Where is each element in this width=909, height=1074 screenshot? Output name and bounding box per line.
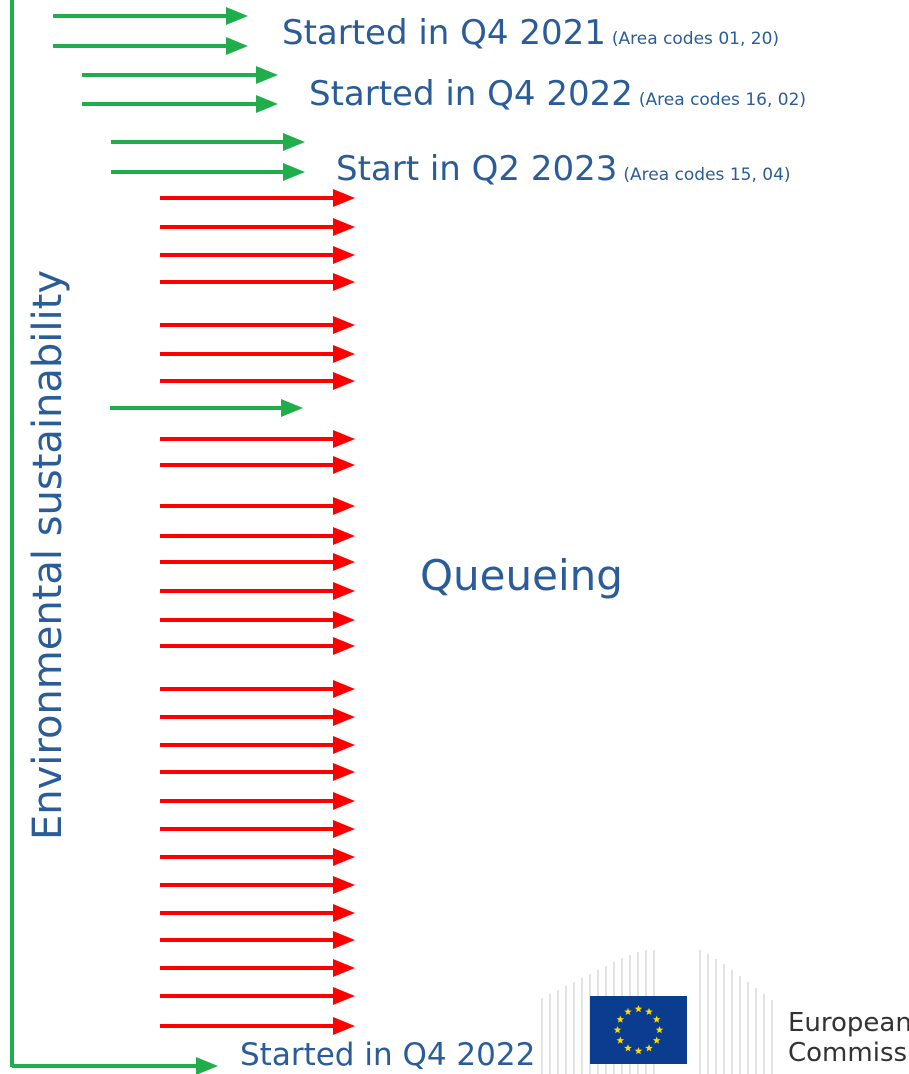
eu-star-icon [645,1007,653,1016]
red-arrow [160,848,355,866]
label-q4-2022: Started in Q4 2022 (Area codes 16, 02) [309,77,806,111]
label-q2-2023-main: Start in Q2 2023 [336,149,618,189]
red-arrow [160,987,355,1005]
european-commission-logo: European Commission [540,950,909,1074]
red-arrow [160,189,355,207]
eu-star-icon [652,1036,661,1044]
green-arrow [82,95,278,113]
eu-star-icon [652,1015,661,1023]
eu-star-icon [613,1026,622,1034]
red-arrow [160,246,355,264]
red-arrow [160,904,355,922]
bottom-started-label: Started in Q4 2022 [240,1037,536,1073]
red-arrow [160,736,355,754]
queueing-label: Queueing [420,551,623,600]
eu-star-icon [624,1007,632,1016]
label-q4-2022-main: Started in Q4 2022 [309,74,633,114]
red-arrow [160,316,355,334]
commission-building-icon [541,950,773,1074]
red-arrow [160,611,355,629]
red-arrow [160,527,355,545]
red-arrow [160,1017,355,1035]
red-arrow [160,430,355,448]
environmental-sustainability-label: Environmental sustainability [25,269,71,841]
green-arrow [53,37,248,55]
red-arrow [160,820,355,838]
red-arrow [160,273,355,291]
red-arrow [160,218,355,236]
eu-star-icon [655,1026,664,1034]
eu-flag-stars [613,1005,664,1055]
red-arrow [160,680,355,698]
label-q4-2021-codes: (Area codes 01, 20) [611,29,780,49]
green-arrow [111,163,305,181]
eu-star-icon [616,1036,625,1044]
eu-star-icon [634,1005,643,1013]
green-arrow [82,66,278,84]
logo-text: European Commission [788,1008,909,1068]
red-arrow [160,763,355,781]
red-arrow [160,497,355,515]
red-arrow [160,931,355,949]
red-arrow [160,959,355,977]
green-arrow [111,133,305,151]
logo-line-2: Commission [788,1038,909,1068]
eu-star-icon [616,1015,625,1023]
eu-star-icon [624,1044,632,1052]
red-arrow [160,637,355,655]
green-arrow [53,7,248,25]
green-arrow [110,399,303,417]
red-arrow [160,345,355,363]
eu-star-icon [645,1044,653,1052]
red-arrow [160,708,355,726]
label-q4-2022-codes: (Area codes 16, 02) [638,90,807,110]
red-arrow [160,876,355,894]
red-arrow [160,372,355,390]
red-arrow [160,456,355,474]
eu-star-icon [634,1047,643,1055]
label-q2-2023-codes: (Area codes 15, 04) [623,165,791,185]
label-q4-2021-main: Started in Q4 2021 [282,13,606,53]
label-q4-2021: Started in Q4 2021 (Area codes 01, 20) [282,16,779,50]
label-q2-2023: Start in Q2 2023 (Area codes 15, 04) [336,152,791,186]
red-arrow [160,582,355,600]
red-arrow [160,553,355,571]
red-arrow [160,792,355,810]
logo-line-1: European [788,1008,909,1038]
bottom-green-arrow [12,1057,218,1074]
